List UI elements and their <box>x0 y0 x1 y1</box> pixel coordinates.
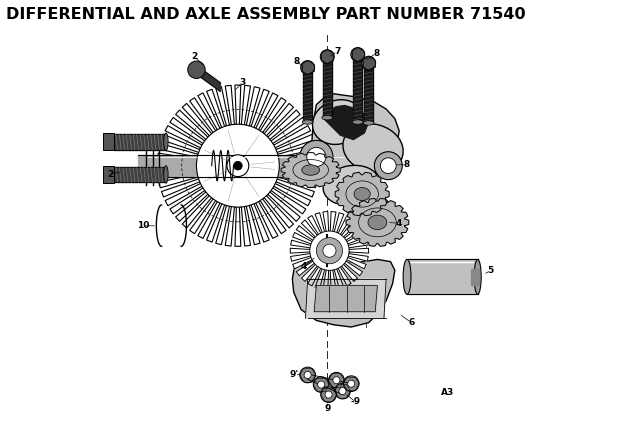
Circle shape <box>351 48 365 61</box>
Text: 4: 4 <box>395 219 401 228</box>
Ellipse shape <box>354 187 370 201</box>
Text: 8: 8 <box>373 49 379 58</box>
Ellipse shape <box>163 133 168 150</box>
Circle shape <box>381 158 396 174</box>
Polygon shape <box>323 57 331 118</box>
Circle shape <box>325 391 332 398</box>
Circle shape <box>313 377 329 392</box>
Polygon shape <box>303 68 312 122</box>
Circle shape <box>334 383 350 399</box>
Ellipse shape <box>302 120 313 124</box>
Ellipse shape <box>322 116 333 120</box>
Circle shape <box>339 388 346 395</box>
FancyBboxPatch shape <box>103 166 114 183</box>
Polygon shape <box>314 286 378 312</box>
Polygon shape <box>346 198 409 246</box>
Ellipse shape <box>368 215 387 229</box>
Ellipse shape <box>363 121 374 125</box>
Circle shape <box>310 231 349 270</box>
Text: 4: 4 <box>300 262 306 271</box>
Circle shape <box>318 381 324 388</box>
Ellipse shape <box>302 165 319 175</box>
Circle shape <box>301 61 314 75</box>
Circle shape <box>329 372 344 388</box>
Circle shape <box>348 380 355 387</box>
Circle shape <box>374 152 402 180</box>
Text: -9: -9 <box>351 398 361 406</box>
Polygon shape <box>407 259 478 294</box>
Polygon shape <box>312 94 399 207</box>
Text: DIFFERENTIAL AND AXLE ASSEMBLY PART NUMBER 71540: DIFFERENTIAL AND AXLE ASSEMBLY PART NUMB… <box>6 7 526 21</box>
Ellipse shape <box>474 259 481 294</box>
Text: 6: 6 <box>408 318 414 327</box>
Text: 2: 2 <box>191 52 197 61</box>
Circle shape <box>333 377 340 384</box>
Circle shape <box>227 155 249 177</box>
Ellipse shape <box>323 165 379 205</box>
Polygon shape <box>197 65 220 92</box>
Polygon shape <box>471 269 479 285</box>
Circle shape <box>307 147 326 167</box>
Text: 2: 2 <box>107 170 114 179</box>
Ellipse shape <box>163 166 168 183</box>
Circle shape <box>300 367 316 383</box>
Text: 9: 9 <box>324 405 331 413</box>
Polygon shape <box>281 153 340 187</box>
FancyBboxPatch shape <box>103 133 114 150</box>
Circle shape <box>304 371 311 378</box>
Text: 7: 7 <box>334 47 341 56</box>
Circle shape <box>362 56 376 70</box>
Polygon shape <box>290 211 369 290</box>
Polygon shape <box>353 54 362 122</box>
Circle shape <box>321 387 336 402</box>
Polygon shape <box>364 63 373 123</box>
Circle shape <box>300 140 333 174</box>
Text: 10: 10 <box>137 221 149 230</box>
Polygon shape <box>335 172 389 216</box>
Text: A3: A3 <box>441 388 454 397</box>
Text: 9': 9' <box>290 371 299 379</box>
Text: 8: 8 <box>404 160 410 169</box>
Circle shape <box>343 376 359 392</box>
Polygon shape <box>323 106 369 140</box>
Circle shape <box>197 124 280 207</box>
Polygon shape <box>293 259 395 327</box>
Circle shape <box>323 244 336 257</box>
Circle shape <box>320 50 334 64</box>
Ellipse shape <box>313 100 364 144</box>
Polygon shape <box>306 279 386 318</box>
Text: 8: 8 <box>294 57 300 65</box>
Circle shape <box>233 161 242 170</box>
Polygon shape <box>157 85 318 246</box>
Ellipse shape <box>343 124 403 173</box>
Ellipse shape <box>353 120 363 124</box>
Text: 5: 5 <box>487 266 494 275</box>
Text: 3: 3 <box>239 78 245 87</box>
Circle shape <box>316 238 343 264</box>
Circle shape <box>188 61 205 78</box>
Ellipse shape <box>403 259 411 294</box>
